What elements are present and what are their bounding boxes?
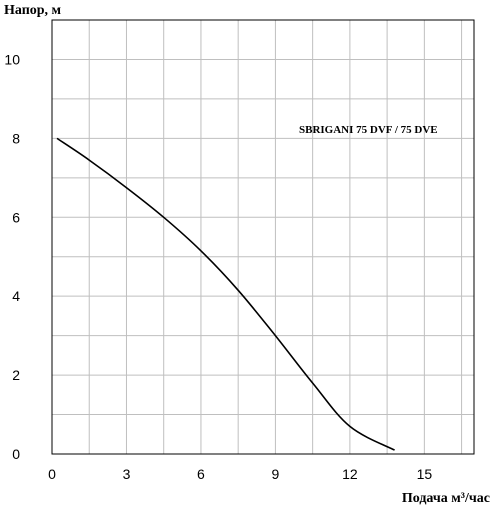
- tick-labels: 0 3 6 9 12 15 0 2 4 6 8 10: [4, 51, 432, 482]
- y-axis-title: Напор, м: [4, 3, 62, 18]
- series-label: SBRIGANI 75 DVF / 75 DVE: [299, 124, 438, 136]
- grid: [52, 20, 474, 454]
- x-tick-label: 0: [48, 466, 56, 482]
- x-tick-label: 3: [123, 466, 131, 482]
- series-line-sbrigani: [56, 137, 395, 451]
- y-tick-label: 4: [12, 288, 20, 304]
- y-tick-label: 8: [12, 130, 20, 146]
- y-tick-label: 2: [12, 367, 20, 383]
- plot-frame: [51, 19, 475, 455]
- y-tick-label: 6: [12, 209, 20, 225]
- x-tick-label: 15: [417, 466, 433, 482]
- x-axis-title: Подача м³/час: [402, 491, 490, 506]
- y-tick-label: 0: [12, 446, 20, 462]
- x-tick-label: 6: [197, 466, 205, 482]
- x-tick-label: 9: [272, 466, 280, 482]
- y-tick-label: 10: [4, 51, 20, 67]
- x-tick-label: 12: [342, 466, 358, 482]
